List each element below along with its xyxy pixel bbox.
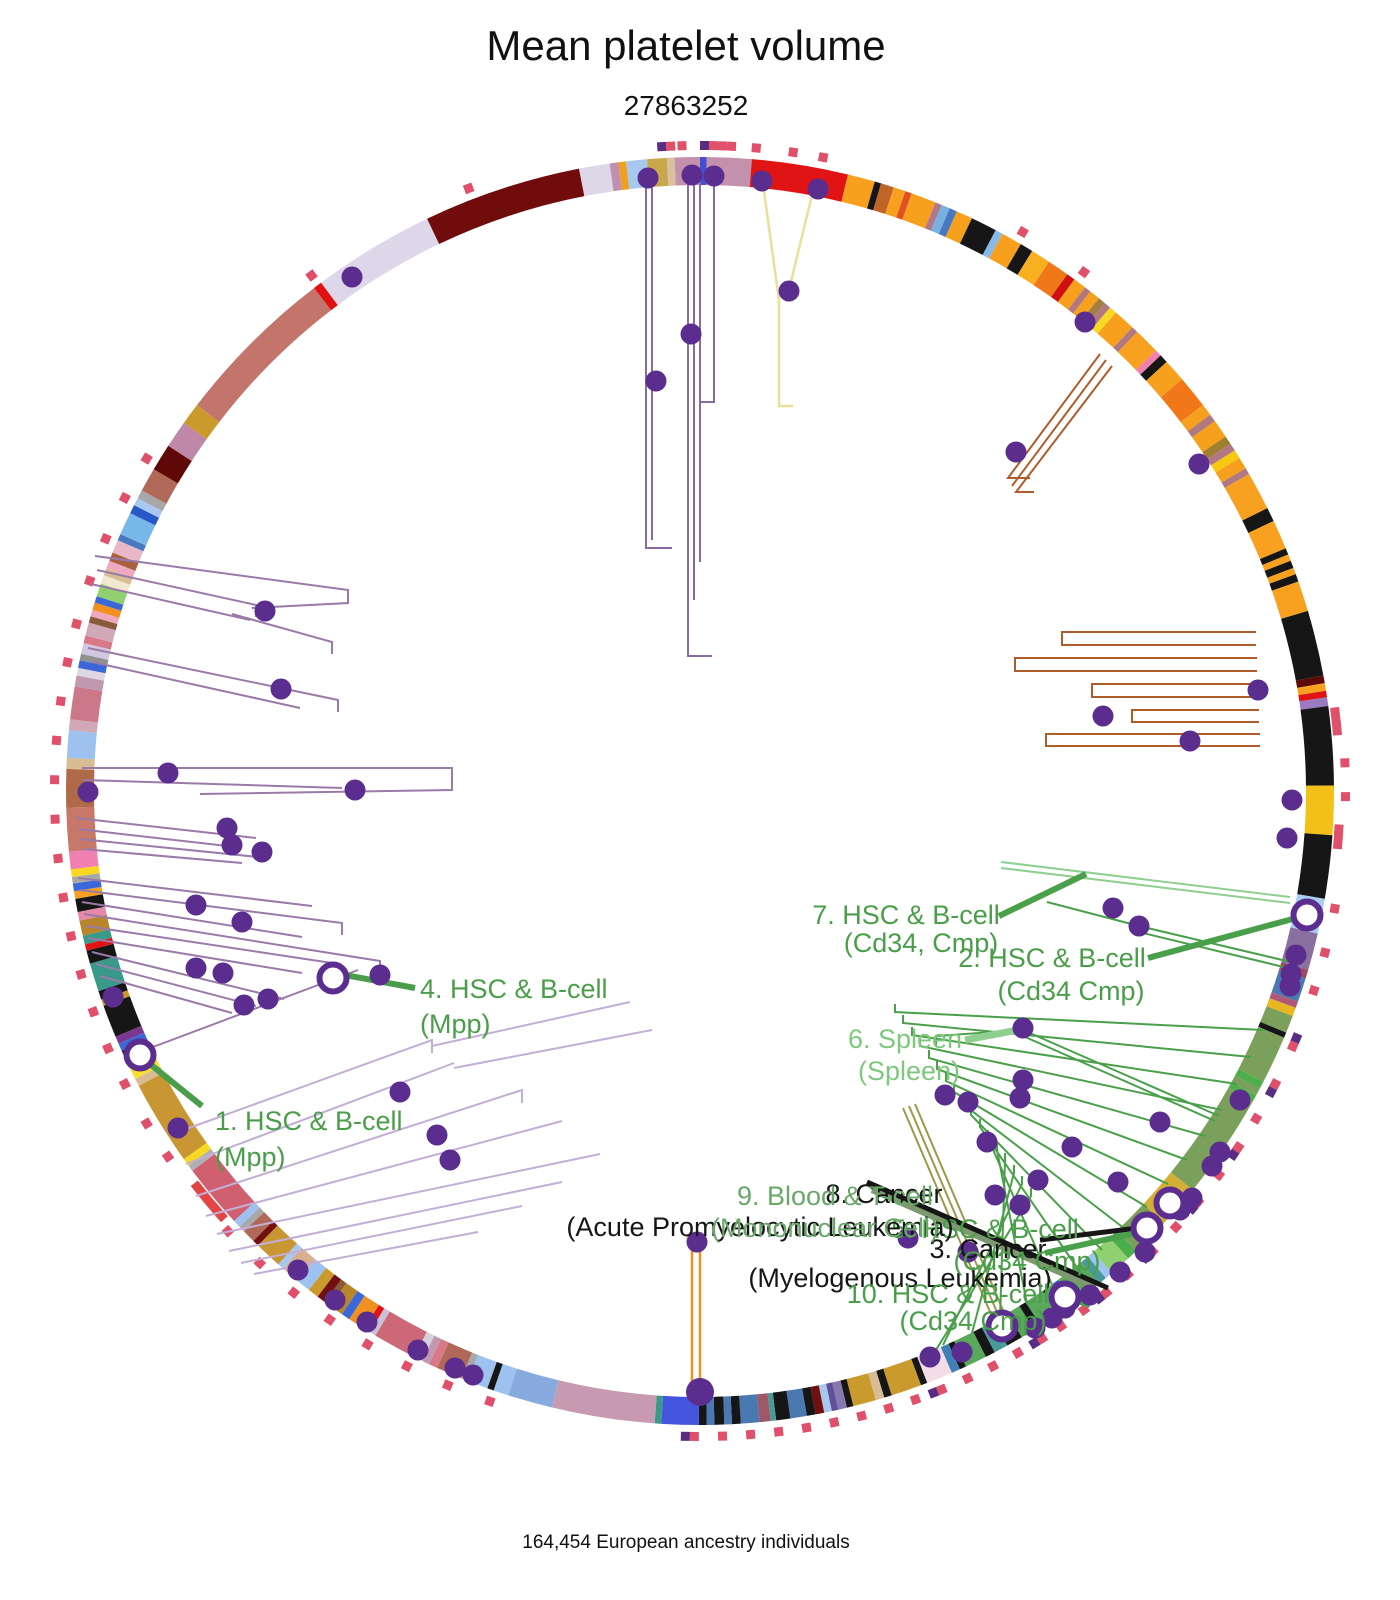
svg-text:1. HSC & B-cell: 1. HSC & B-cell [215, 1106, 403, 1136]
svg-text:(Mononuclear Cell): (Mononuclear Cell) [711, 1213, 939, 1243]
svg-text:(Cd34, Cmp): (Cd34, Cmp) [844, 928, 999, 958]
page-title: Mean platelet volume [486, 22, 886, 69]
svg-text:2. HSC & B-cell: 2. HSC & B-cell [958, 943, 1146, 973]
svg-text:5. HSC & B-cell: 5. HSC & B-cell [891, 1214, 1079, 1244]
svg-text:(Cd34 Cmp): (Cd34 Cmp) [997, 976, 1144, 1006]
svg-text:4. HSC & B-cell: 4. HSC & B-cell [420, 974, 608, 1004]
ring-segments [65, 157, 1334, 1425]
svg-text:(Mpp): (Mpp) [215, 1142, 286, 1172]
highlighted-open-nodes [123, 898, 1324, 1343]
caption-text: 164,454 European ancestry individuals [522, 1532, 850, 1553]
svg-text:6. Spleen: 6. Spleen [848, 1024, 962, 1054]
svg-text:(Spleen): (Spleen) [858, 1056, 960, 1086]
svg-text:9. Blood & T-cell: 9. Blood & T-cell [737, 1181, 933, 1211]
svg-text:10. HSC & B-cell: 10. HSC & B-cell [847, 1279, 1050, 1309]
svg-text:3. Cancer: 3. Cancer [929, 1234, 1046, 1264]
svg-text:8. Cancer: 8. Cancer [825, 1179, 942, 1209]
svg-text:7. HSC & B-cell: 7. HSC & B-cell [812, 900, 1000, 930]
svg-text:(Myelogenous Leukemia): (Myelogenous Leukemia) [748, 1263, 1051, 1293]
tree-nodes [77, 164, 1307, 1406]
svg-text:(Cd34 Cmp): (Cd34 Cmp) [953, 1246, 1100, 1276]
annotation-labels: 1. HSC & B-cell(Mpp)2. HSC & B-cell(Cd34… [215, 900, 1146, 1336]
svg-text:(Cd34 Cmp): (Cd34 Cmp) [899, 1306, 1046, 1336]
page-subtitle: 27863252 [623, 90, 749, 121]
svg-text:(Acute Promyelocytic Leukemia): (Acute Promyelocytic Leukemia) [566, 1212, 953, 1242]
svg-text:(Mpp): (Mpp) [420, 1009, 491, 1039]
